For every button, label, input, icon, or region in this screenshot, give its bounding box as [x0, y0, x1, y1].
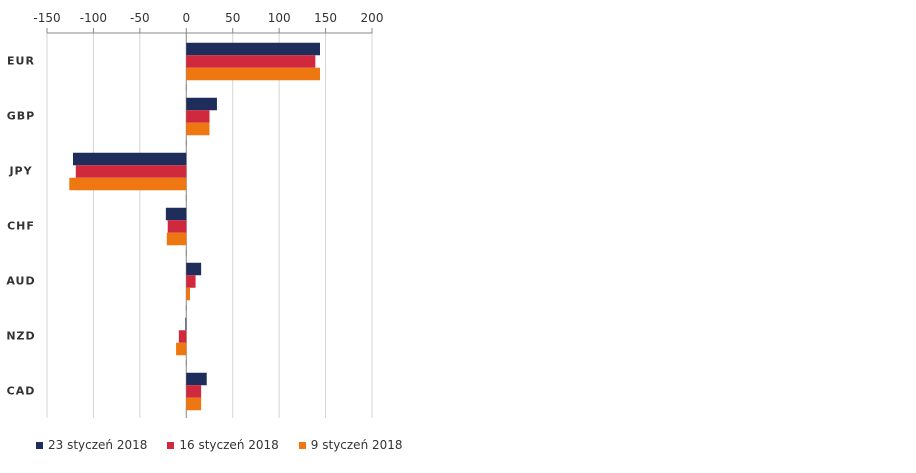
category-label: EUR [7, 55, 35, 68]
x-tick-label: 200 [361, 11, 384, 25]
legend-item-series-2: 16 styczeń 2018 [167, 438, 279, 452]
bar-nzd-series-3 [176, 342, 187, 356]
bar-cad-series-2 [186, 385, 202, 398]
bar-aud-series-3 [186, 287, 190, 301]
bar-gbp-series-2 [186, 110, 210, 123]
bar-jpy-series-3 [69, 177, 187, 191]
category-label: NZD [6, 330, 35, 343]
bar-aud-series-1 [186, 262, 202, 276]
bar-jpy-series-1 [73, 152, 187, 166]
bar-aud-series-2 [186, 275, 196, 288]
bar-cad-series-3 [186, 397, 202, 411]
bar-gbp-series-3 [186, 122, 210, 136]
category-label: CHF [7, 220, 35, 233]
bar-eur-series-3 [186, 67, 320, 81]
legend-swatch-series-3 [298, 441, 306, 449]
x-tick-label: 150 [314, 11, 337, 25]
grid-lines [46, 33, 373, 418]
legend-swatch-series-2 [167, 441, 175, 449]
bar-cad-series-1 [186, 372, 207, 386]
x-tick-label: -150 [33, 11, 60, 25]
x-tick-label: -50 [130, 11, 150, 25]
x-tick-label: 0 [182, 11, 190, 25]
bar-jpy-series-2 [75, 165, 187, 178]
bars [69, 42, 320, 411]
legend-label-series-2: 16 styczeń 2018 [179, 438, 279, 452]
x-tick-label: 50 [225, 11, 240, 25]
legend-label-series-3: 9 styczeń 2018 [310, 438, 403, 452]
bar-nzd-series-1 [185, 317, 187, 331]
x-tick-label: 100 [268, 11, 291, 25]
x-tick-label: -100 [80, 11, 107, 25]
bar-eur-series-2 [186, 55, 316, 68]
bar-gbp-series-1 [186, 97, 217, 111]
labels: -150 -100 -50 0 50 100 150 200 EUR GBP JPY CHF AUD NZ… [6, 11, 383, 398]
bar-chf-series-1 [165, 207, 187, 221]
legend-item-series-1: 23 styczeń 2018 [36, 438, 147, 452]
category-label: CAD [7, 385, 36, 398]
category-label: GBP [7, 110, 35, 123]
bar-chf-series-3 [166, 232, 187, 246]
legend: 23 styczeń 2018 16 styczeń 2018 9 stycze… [36, 438, 423, 452]
legend-label-series-1: 23 styczeń 2018 [48, 438, 148, 452]
legend-swatch-series-1 [36, 441, 43, 449]
category-label: JPY [8, 165, 32, 178]
legend-item-series-3: 9 styczeń 2018 [298, 438, 403, 452]
bar-eur-series-1 [186, 42, 320, 56]
bar-nzd-series-2 [178, 330, 187, 343]
category-label: AUD [6, 275, 35, 288]
axes [46, 28, 373, 418]
bar-chf-series-2 [167, 220, 187, 233]
